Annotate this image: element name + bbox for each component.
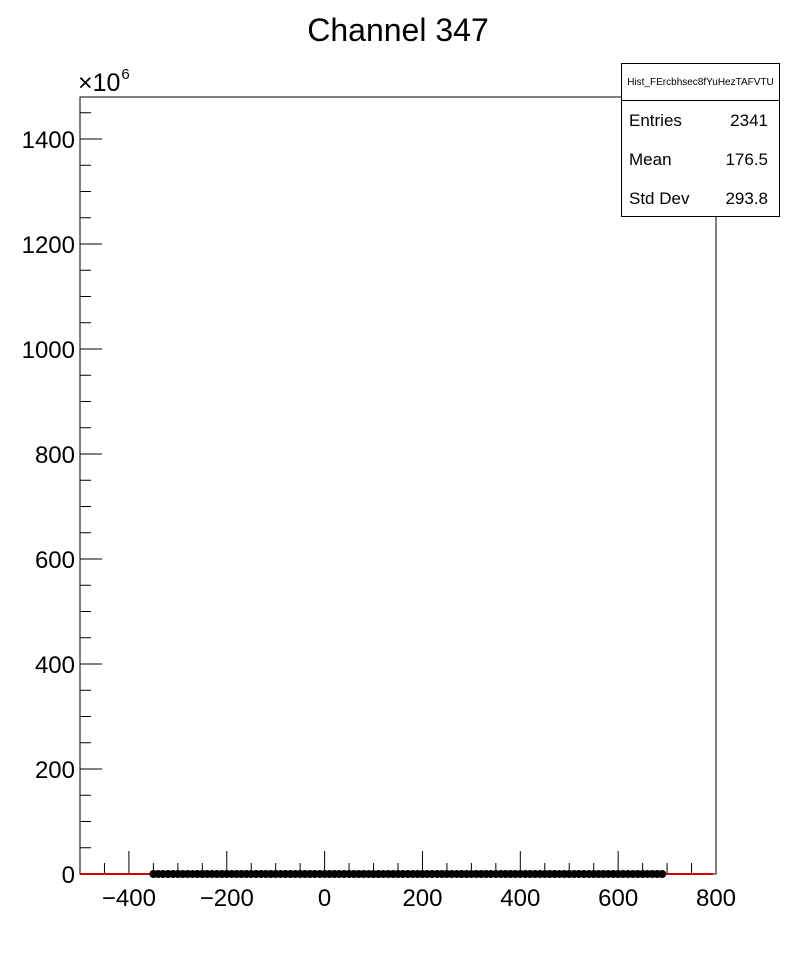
x-tick-label: −200 (200, 885, 254, 912)
y-multiplier-exponent: 6 (121, 66, 130, 83)
x-tick-label: 200 (402, 885, 442, 912)
y-tick-label: 0 (62, 862, 75, 889)
chart-title: Channel 347 (307, 12, 489, 48)
stats-key: Entries (629, 111, 682, 130)
y-tick-label: 200 (35, 757, 75, 784)
x-tick-label: 600 (598, 885, 638, 912)
y-tick-label: 600 (35, 547, 75, 574)
stats-row-entries: Entries 2341 (622, 101, 779, 140)
stats-value: 293.8 (725, 189, 768, 208)
x-tick-label: 0 (318, 885, 331, 912)
y-tick-label: 1000 (22, 337, 75, 364)
y-multiplier-base: ×10 (78, 69, 121, 97)
y-tick-label: 400 (35, 652, 75, 679)
stats-row-mean: Mean 176.5 (622, 140, 779, 179)
stats-value: 2341 (730, 111, 768, 130)
stats-histogram-name: Hist_FErcbhsec8fYuHezTAFVTU (622, 64, 779, 101)
x-tick-label: 400 (500, 885, 540, 912)
y-tick-label: 1200 (22, 232, 75, 259)
stats-row-stddev: Std Dev 293.8 (622, 179, 779, 218)
y-tick-label: 1400 (22, 127, 75, 154)
y-tick-label: 800 (35, 442, 75, 469)
stats-value: 176.5 (725, 150, 768, 169)
x-tick-label: 800 (696, 885, 736, 912)
stats-key: Std Dev (629, 189, 690, 208)
stats-box: Hist_FErcbhsec8fYuHezTAFVTU Entries 2341… (621, 63, 780, 217)
y-axis-multiplier: ×106 (78, 66, 130, 98)
stats-key: Mean (629, 150, 672, 169)
data-point (658, 870, 667, 878)
x-tick-label: −400 (102, 885, 156, 912)
